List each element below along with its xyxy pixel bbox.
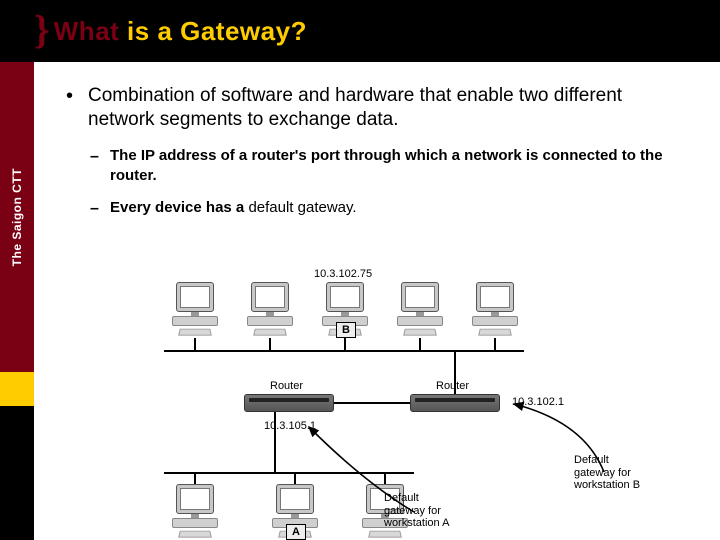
title-brace: }	[34, 6, 50, 53]
sub2-part-a: Every device has a	[110, 199, 248, 216]
network-diagram: 10.3.102.75 B Router 10.3.102.1 Router 1…	[154, 292, 674, 540]
sub-bullet-1: The IP address of a router's port throug…	[88, 146, 690, 187]
sidebar: The Saigon CTT	[0, 0, 34, 540]
label-gw-a: Default gateway for workstation A	[384, 492, 449, 530]
sidebar-yellow	[0, 372, 34, 406]
sidebar-black-top	[0, 0, 34, 62]
bullet-main: Combination of software and hardware tha…	[64, 84, 690, 218]
slide-title: What is a Gateway?	[54, 16, 307, 47]
slide: The Saigon CTT } What is a Gateway? Comb…	[0, 0, 720, 540]
sub-bullet-list: The IP address of a router's port throug…	[88, 146, 690, 219]
sub-bullet-2: Every device has a default gateway.	[88, 198, 690, 218]
title-rest: is a Gateway?	[119, 16, 307, 46]
sidebar-label: The Saigon CTT	[10, 168, 24, 266]
label-ip-top: 10.3.102.75	[314, 268, 372, 280]
bullet-list: Combination of software and hardware tha…	[64, 84, 690, 218]
sidebar-black-bottom	[0, 406, 34, 540]
label-gw-b: Default gateway for workstation B	[574, 454, 640, 492]
sub2-part-b: default gateway.	[248, 199, 356, 216]
title-bar: } What is a Gateway?	[34, 0, 720, 62]
title-word1: What	[54, 16, 120, 46]
sidebar-darkred: The Saigon CTT	[0, 62, 34, 372]
content-area: Combination of software and hardware tha…	[34, 62, 720, 540]
bullet-main-text: Combination of software and hardware tha…	[88, 85, 622, 130]
